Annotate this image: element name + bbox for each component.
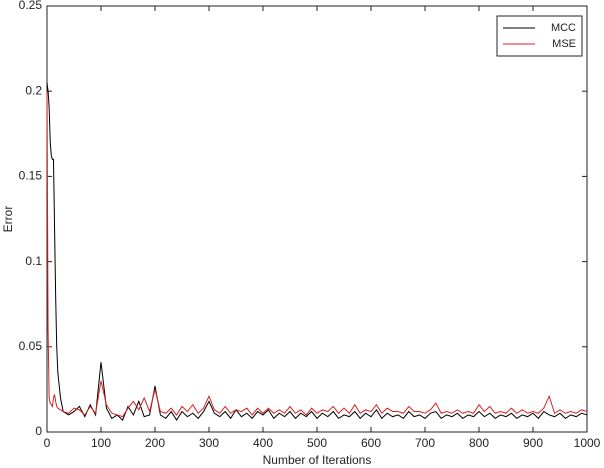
y-tick-label: 0.05	[19, 339, 43, 353]
legend-box	[496, 15, 583, 57]
x-tick-label: 300	[199, 436, 219, 450]
y-tick-label: 0.1	[25, 254, 42, 268]
x-axis-label: Number of Iterations	[263, 453, 372, 467]
y-tick-label: 0.15	[19, 169, 43, 183]
y-tick-label: 0	[35, 424, 42, 438]
legend-label: MCC	[551, 22, 576, 34]
x-tick-label: 200	[145, 436, 165, 450]
y-tick-label: 0.2	[25, 83, 42, 97]
x-tick-label: 0	[44, 436, 51, 450]
x-tick-label: 900	[523, 436, 543, 450]
x-tick-label: 700	[415, 436, 435, 450]
line-series	[46, 91, 588, 418]
x-tick-label: 1000	[574, 436, 601, 450]
y-axis-label: Error	[1, 206, 15, 233]
y-tick-label: 0.25	[19, 0, 43, 12]
plot-frame	[46, 5, 588, 433]
x-tick-label: 500	[307, 436, 327, 450]
x-tick-label: 400	[253, 436, 273, 450]
line-series	[46, 82, 588, 422]
x-tick-label: 600	[361, 436, 381, 450]
x-tick-label: 800	[469, 436, 489, 450]
x-tick-label: 100	[91, 436, 111, 450]
legend-label: MSE	[552, 38, 576, 50]
